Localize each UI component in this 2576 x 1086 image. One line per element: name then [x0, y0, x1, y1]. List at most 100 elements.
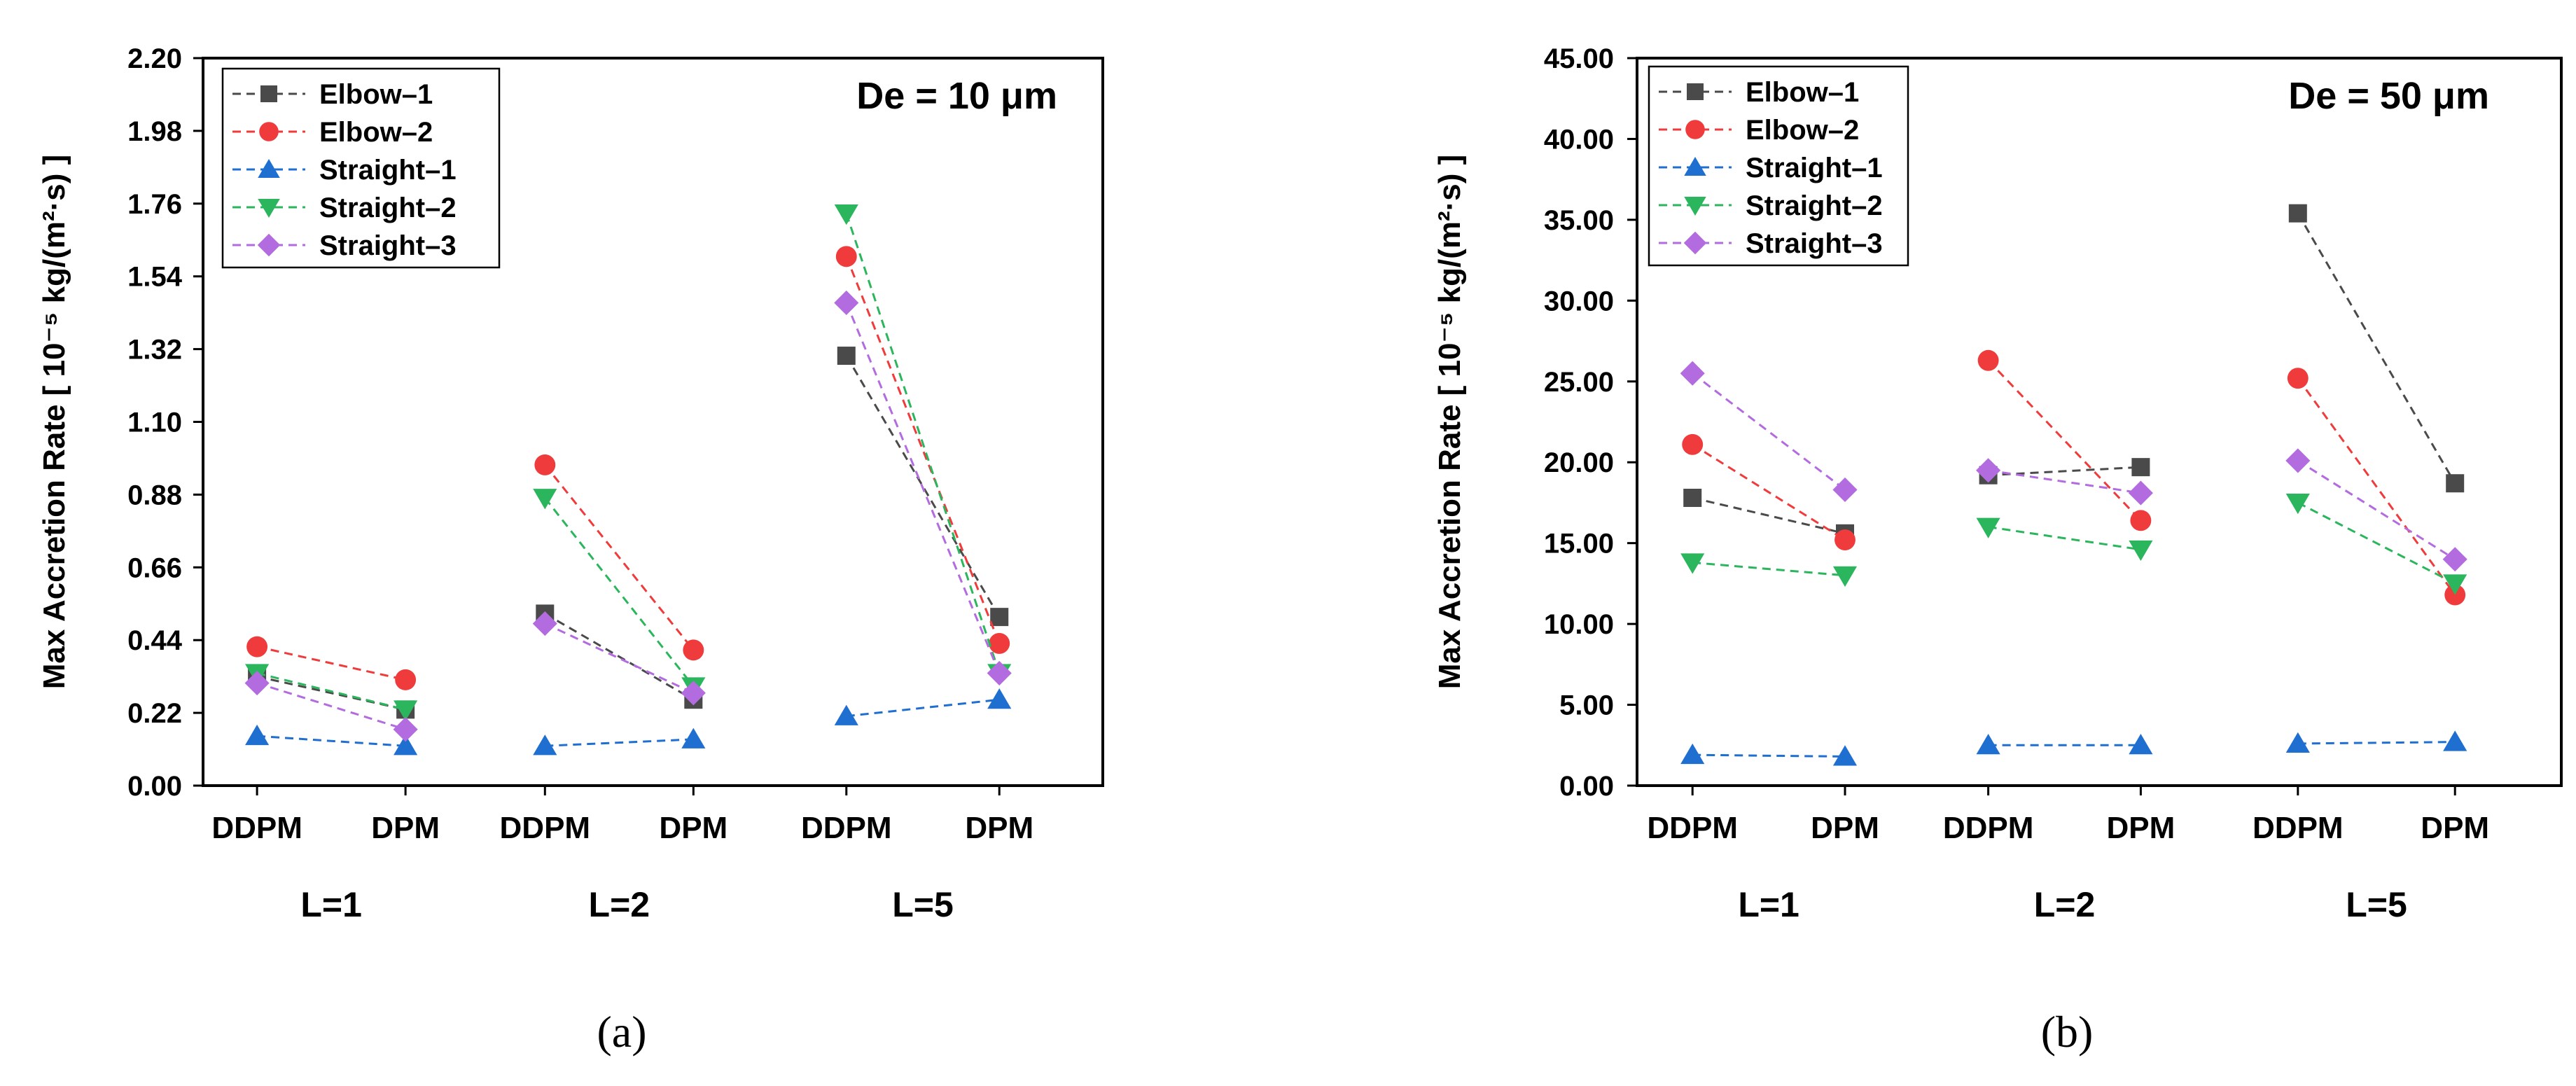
- series-Straight–1: [245, 688, 1012, 756]
- data-point: [2129, 734, 2153, 755]
- y-tick-label: 0.00: [127, 771, 182, 802]
- data-point: [2446, 474, 2465, 493]
- legend-marker: [1687, 83, 1704, 100]
- data-point: [835, 246, 857, 267]
- series-line: [1692, 373, 1846, 491]
- group-label: L=5: [2346, 885, 2407, 924]
- x-tick-label: DPM: [371, 811, 440, 845]
- series-line: [845, 302, 1001, 674]
- y-tick-label: 30.00: [1544, 286, 1614, 316]
- x-tick-label: DDPM: [1943, 811, 2034, 845]
- y-tick-label: 20.00: [1544, 447, 1614, 478]
- y-tick-label: 15.00: [1544, 529, 1614, 559]
- y-tick-label: 0.00: [1559, 771, 1614, 802]
- data-point: [990, 608, 1009, 627]
- data-point: [534, 454, 556, 475]
- y-tick-label: 25.00: [1544, 367, 1614, 398]
- y-tick-label: 1.98: [127, 116, 182, 147]
- data-point: [395, 669, 417, 690]
- series-Straight–2: [1680, 493, 2467, 595]
- data-point: [532, 611, 557, 636]
- y-axis-label: Max Accretion Rate [ 10⁻⁵ kg/(m²·s) ]: [1433, 155, 1467, 690]
- data-point: [834, 204, 858, 225]
- data-point: [681, 681, 706, 706]
- series-line: [1988, 526, 2141, 551]
- y-tick-label: 0.44: [127, 625, 183, 656]
- data-point: [2285, 493, 2310, 515]
- data-point: [837, 347, 856, 366]
- data-point: [1680, 361, 1705, 386]
- data-point: [533, 735, 557, 756]
- data-point: [1832, 745, 1858, 766]
- series-line: [2297, 212, 2456, 484]
- data-point: [2131, 458, 2150, 477]
- data-point: [1834, 529, 1856, 550]
- x-tick-label: DDPM: [211, 811, 302, 845]
- data-point: [2288, 204, 2307, 223]
- x-tick-label: DPM: [2421, 811, 2489, 845]
- data-point: [394, 735, 418, 756]
- group-label: L=2: [589, 885, 650, 924]
- data-point: [2443, 574, 2467, 595]
- legend-label: Elbow–1: [319, 79, 433, 110]
- series-line: [2297, 459, 2456, 561]
- data-point: [1976, 517, 2000, 538]
- series-line: [846, 698, 1000, 718]
- data-point: [1976, 458, 2001, 483]
- legend-label: Straight–2: [319, 193, 457, 223]
- data-point: [2285, 732, 2310, 753]
- x-tick-label: DDPM: [2253, 811, 2344, 845]
- y-tick-label: 40.00: [1544, 124, 1614, 155]
- y-tick-label: 5.00: [1559, 690, 1614, 721]
- y-tick-label: 45.00: [1544, 43, 1614, 74]
- legend-marker: [258, 159, 280, 178]
- legend-label: Straight–3: [1746, 228, 1883, 259]
- data-point: [683, 639, 704, 661]
- data-point: [1683, 489, 1702, 508]
- group-label: L=1: [1738, 885, 1799, 924]
- group-label: L=5: [892, 885, 954, 924]
- data-point: [2285, 448, 2311, 473]
- x-tick-label: DDPM: [1647, 811, 1738, 845]
- panel-caption: (b): [2041, 1007, 2094, 1057]
- data-point: [245, 724, 270, 746]
- series-Straight–3: [1680, 361, 2467, 572]
- data-point: [1832, 566, 1858, 587]
- data-point: [2128, 480, 2153, 506]
- data-point: [1976, 734, 2000, 755]
- legend-marker: [1684, 157, 1706, 176]
- legend: Elbow–1 Elbow–2 Straight–1 Straight–2 Straig…: [221, 67, 501, 269]
- series-line: [1692, 561, 1846, 577]
- series-line: [1988, 469, 2141, 494]
- data-point: [1977, 349, 1999, 371]
- legend-marker: [257, 233, 281, 257]
- legend-marker: [260, 85, 277, 102]
- group-label: L=2: [2034, 885, 2096, 924]
- legend-label: Straight–1: [319, 155, 457, 186]
- group-label: L=1: [300, 885, 362, 924]
- x-tick-label: DPM: [1811, 811, 1879, 845]
- x-tick-label: DPM: [659, 811, 727, 845]
- series-Straight–1: [1680, 730, 2467, 766]
- series-line: [544, 497, 695, 688]
- x-tick-label: DPM: [2107, 811, 2175, 845]
- data-point: [987, 688, 1012, 709]
- data-point: [1680, 743, 1705, 765]
- data-point: [834, 290, 859, 316]
- data-point: [394, 700, 418, 721]
- y-tick-label: 10.00: [1544, 609, 1614, 640]
- legend-marker: [1684, 197, 1706, 216]
- legend-label: Straight–3: [319, 230, 457, 261]
- data-point: [2442, 547, 2467, 572]
- y-tick-label: 1.32: [127, 335, 182, 366]
- y-tick-label: 1.10: [127, 408, 182, 438]
- x-tick-label: DDPM: [500, 811, 591, 845]
- y-tick-label: 1.54: [127, 262, 183, 293]
- series-Elbow–2: [246, 246, 1010, 690]
- data-point: [393, 717, 418, 742]
- series-line: [1987, 359, 2142, 522]
- series-line: [256, 735, 406, 747]
- y-tick-label: 0.66: [127, 552, 182, 583]
- series-line: [1692, 753, 1846, 758]
- series-Elbow–2: [1682, 349, 2466, 606]
